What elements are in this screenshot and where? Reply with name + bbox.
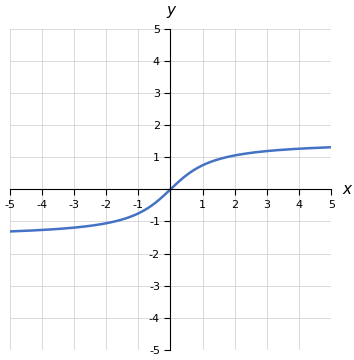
Text: x: x <box>342 182 352 197</box>
Text: y: y <box>166 3 175 18</box>
